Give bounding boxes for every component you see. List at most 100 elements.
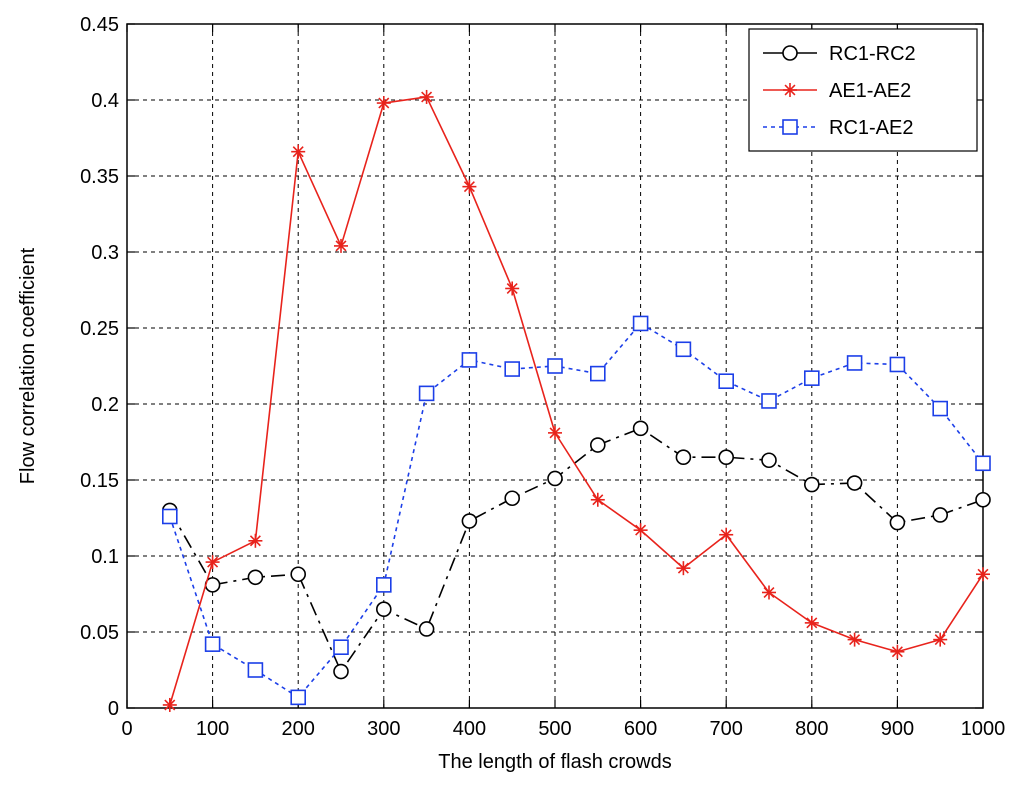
legend-marker [782,119,798,135]
legend-entry: RC1-RC2 [763,43,916,65]
data-point [889,356,906,373]
legend-marker [782,45,798,61]
data-point [932,507,949,523]
x-tick-label: 700 [710,718,743,740]
y-axis-label: Flow correlation coefficient [17,247,39,484]
data-point [462,179,477,194]
data-point [846,355,863,371]
legend-label: RC1-RC2 [829,43,916,65]
data-point [719,527,734,542]
x-tick-label: 300 [367,718,400,740]
axis-ticks: 0 100 200 300 400 500 600 700 800 900 1000 0 0.05 0.1… [80,14,1005,740]
x-axis-label: The length of flash crowds [438,751,671,773]
x-tick-label: 900 [881,718,914,740]
y-tick-label: 0.35 [80,166,119,188]
data-point [676,561,691,576]
y-tick-label: 0.25 [80,318,119,340]
data-point [547,358,563,374]
data-point [762,585,776,600]
data-point [548,425,562,440]
data-point [291,144,306,159]
y-tick-label: 0.1 [91,546,119,568]
data-point [847,632,862,647]
data-point [975,491,991,508]
legend-entry: AE1-AE2 [763,80,911,102]
data-point [632,420,649,437]
legend-label: AE1-AE2 [829,80,911,102]
x-tick-label: 0 [121,718,132,740]
data-point [461,352,478,368]
data-point [589,365,606,382]
data-point [162,697,177,712]
series-line [169,427,984,673]
data-point [333,639,349,656]
series-layer [162,89,991,712]
data-point [589,437,606,453]
y-tick-label: 0.2 [91,394,119,416]
data-point [290,566,307,583]
data-point [761,452,777,469]
legend: RC1-RC2 AE1-AE2 RC1-AE2 [748,28,978,152]
y-tick-label: 0.45 [80,14,119,36]
data-point [504,361,521,377]
data-point [632,315,649,332]
data-point [461,513,478,529]
data-point [803,476,820,493]
data-point [290,689,307,706]
legend-marker [783,83,797,97]
data-point [418,385,435,402]
data-point [375,577,392,593]
x-tick-label: 200 [282,718,315,740]
data-point [205,555,220,570]
data-point [334,238,348,253]
data-point [675,449,692,466]
data-point [505,281,520,296]
data-point [247,662,264,678]
data-point [803,370,820,386]
legend-entry: RC1-AE2 [763,117,913,139]
x-tick-label: 600 [624,718,657,740]
data-point [590,492,605,507]
data-point [633,523,648,538]
data-point [247,569,264,586]
data-point [890,644,905,659]
x-tick-label: 400 [453,718,486,740]
series-RC1-RC2 [162,420,991,680]
data-point [975,455,991,472]
x-tick-label: 100 [196,718,229,740]
data-point [504,490,521,507]
series-line [169,96,984,706]
data-point [248,533,263,548]
legend-label: RC1-AE2 [829,117,913,139]
y-tick-label: 0.4 [91,90,119,112]
x-tick-label: 500 [538,718,571,740]
data-point [418,621,435,637]
data-point [675,341,692,358]
data-point [976,567,990,582]
data-point [933,632,948,647]
x-tick-label: 800 [795,718,828,740]
data-point [547,470,563,487]
data-point [333,663,349,680]
y-tick-label: 0.15 [80,470,119,492]
series-RC1-AE2 [162,315,991,706]
data-point [932,400,949,417]
y-tick-label: 0 [108,698,119,720]
data-point [204,636,221,652]
data-point [761,393,777,409]
data-point [419,89,434,104]
data-point [804,615,819,630]
series-AE1-AE2 [162,89,990,712]
data-point [376,96,391,111]
y-tick-label: 0.05 [80,622,119,644]
data-point [375,601,392,618]
data-point [889,514,906,531]
data-point [718,449,735,466]
data-point [718,373,735,390]
data-point [162,508,178,525]
data-point [846,475,863,491]
x-tick-label: 1000 [961,718,1006,740]
y-tick-label: 0.3 [91,242,119,264]
